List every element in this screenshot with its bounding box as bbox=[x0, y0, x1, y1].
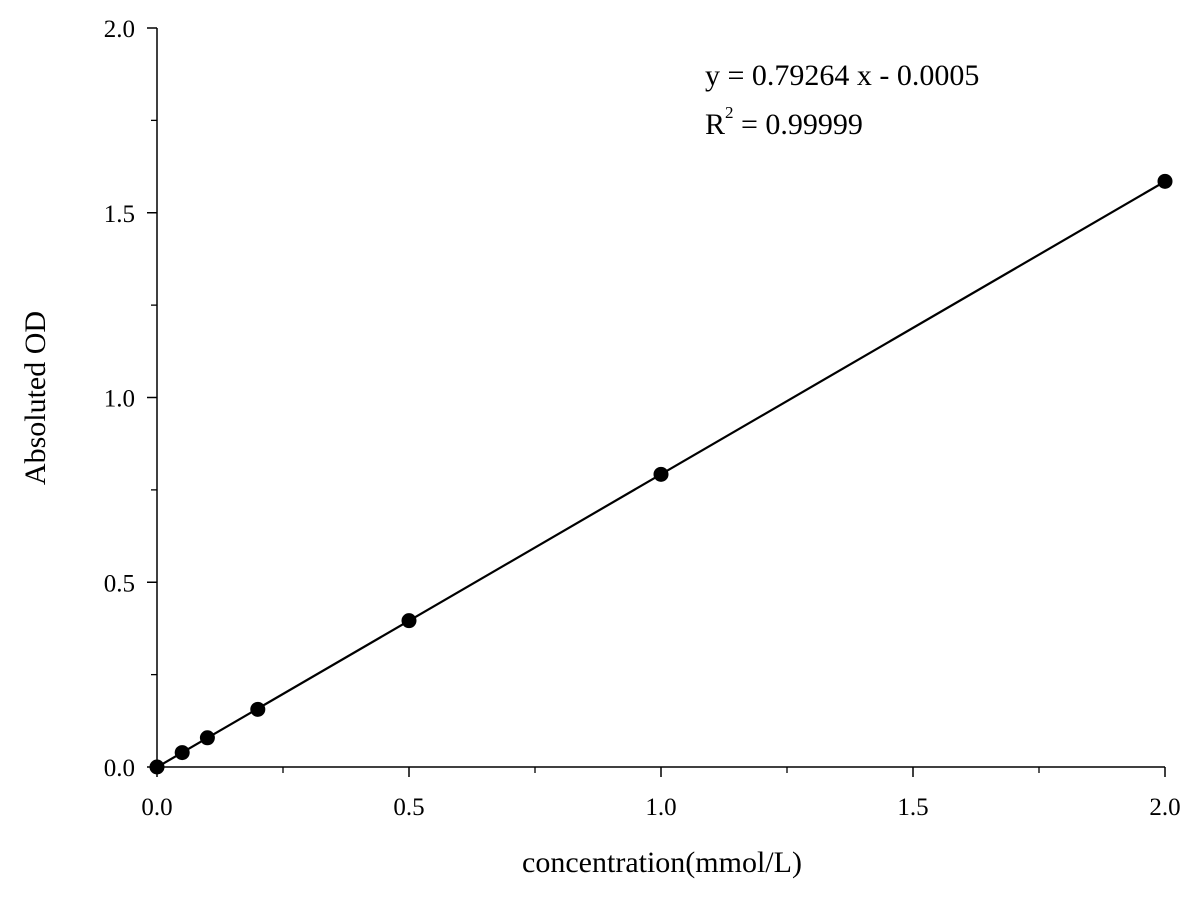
data-point bbox=[174, 745, 190, 761]
y-tick-label: 0.5 bbox=[104, 570, 135, 597]
y-tick-label: 1.5 bbox=[104, 201, 135, 228]
y-tick-label: 2.0 bbox=[104, 16, 135, 43]
r-squared-base: R bbox=[705, 108, 725, 141]
axes bbox=[156, 28, 1165, 768]
y-axis-label: Absoluted OD bbox=[19, 311, 52, 485]
x-axis-label: concentration(mmol/L) bbox=[522, 846, 802, 879]
y-tick-label: 0.0 bbox=[104, 755, 135, 782]
x-tick-label: 0.5 bbox=[393, 794, 424, 821]
x-tick-label: 1.5 bbox=[897, 794, 928, 821]
r-squared-superscript: 2 bbox=[725, 103, 734, 122]
ticks bbox=[147, 27, 1166, 777]
tick-labels: 0.00.0 0.5 0.5 1.0 1.0 1.5 1.5 2.0 2.0 bbox=[104, 16, 1181, 821]
data-point bbox=[250, 701, 266, 717]
data-point bbox=[149, 759, 165, 775]
data-point bbox=[653, 466, 669, 482]
x-tick-label: 2.0 bbox=[1149, 794, 1180, 821]
r-squared-value: = 0.99999 bbox=[734, 108, 863, 141]
data-point bbox=[199, 730, 215, 746]
r-squared: R2 = 0.99999 bbox=[705, 103, 863, 141]
x-tick-label: 1.0 bbox=[645, 794, 676, 821]
y-tick-label: 1.0 bbox=[104, 386, 135, 413]
data-point bbox=[401, 613, 417, 629]
data-point bbox=[1157, 173, 1173, 189]
fit-equation: y = 0.79264 x - 0.0005 bbox=[705, 59, 979, 92]
x-tick-label: 0.0 bbox=[141, 794, 172, 821]
data-points bbox=[149, 173, 1173, 775]
